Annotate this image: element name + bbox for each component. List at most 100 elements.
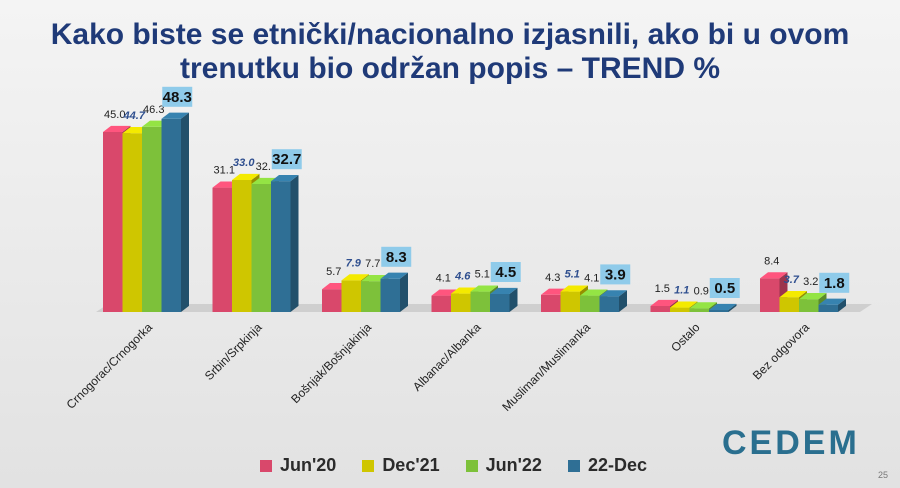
bar-top bbox=[380, 272, 408, 279]
data-label: 4.5 bbox=[495, 264, 516, 281]
data-label: 4.3 bbox=[545, 272, 560, 284]
data-label: 5.1 bbox=[475, 269, 490, 281]
category-label: Bez odgovora bbox=[750, 320, 812, 382]
legend-item: Jun'22 bbox=[465, 455, 542, 476]
category-label: Albanac/Albanka bbox=[410, 320, 484, 394]
bar-front bbox=[689, 308, 709, 312]
bar-front bbox=[760, 278, 780, 312]
legend: Jun'20 Dec'21 Jun'22 22-Dec bbox=[260, 455, 647, 476]
legend-swatch bbox=[260, 459, 272, 472]
bar-top bbox=[818, 298, 846, 305]
bar-front bbox=[361, 281, 381, 312]
bar-front bbox=[580, 295, 600, 312]
bar-top bbox=[341, 274, 369, 281]
bar-side bbox=[181, 112, 189, 313]
data-label-callout bbox=[271, 149, 302, 170]
data-label: 0.5 bbox=[714, 280, 735, 297]
bar-front bbox=[599, 296, 619, 312]
data-label: 7.9 bbox=[346, 257, 362, 269]
bar-chart: 45.044.746.348.3Crnogorac/Crnogorka31.13… bbox=[64, 86, 872, 414]
bar-front bbox=[431, 295, 451, 312]
bar-top bbox=[232, 173, 260, 180]
data-label: 0.9 bbox=[694, 285, 709, 297]
bar-front bbox=[670, 307, 690, 312]
data-label: 1.1 bbox=[674, 285, 689, 297]
bar-front bbox=[232, 180, 252, 312]
title-line-2: trenutku bio održan popis – TREND % bbox=[179, 52, 720, 85]
bar bbox=[818, 298, 846, 312]
bar-top bbox=[599, 290, 627, 297]
legend-label: Dec'21 bbox=[382, 455, 440, 475]
category-label: Bošnjak/Bošnjakinja bbox=[288, 320, 374, 406]
bar-front bbox=[251, 184, 271, 312]
bar-top bbox=[161, 112, 189, 119]
bar-top bbox=[560, 285, 588, 292]
data-label: 8.3 bbox=[386, 249, 407, 266]
bar-front bbox=[470, 291, 490, 312]
data-label-callout bbox=[819, 272, 850, 293]
bar-front bbox=[103, 132, 123, 312]
data-label-callout bbox=[162, 86, 193, 107]
data-label: 33.0 bbox=[233, 157, 255, 169]
bar-front bbox=[322, 289, 342, 312]
bar-top bbox=[709, 303, 737, 310]
category-label: Ostalo bbox=[668, 320, 703, 355]
data-label: 4.1 bbox=[584, 273, 599, 285]
data-label: 46.3 bbox=[143, 104, 164, 116]
bar-front bbox=[212, 187, 232, 312]
bar-side bbox=[619, 290, 627, 312]
legend-label: Jun'20 bbox=[280, 455, 337, 475]
data-label: 7.7 bbox=[365, 258, 380, 270]
data-label: 45.0 bbox=[104, 109, 125, 121]
legend-item: Jun'20 bbox=[260, 455, 336, 476]
data-label: 3.7 bbox=[784, 274, 800, 286]
bar-front bbox=[161, 118, 181, 312]
bar-top bbox=[271, 175, 299, 182]
bar-side bbox=[509, 287, 518, 312]
legend-label: Jun'22 bbox=[485, 455, 542, 475]
data-label: 31.1 bbox=[214, 165, 235, 177]
data-label: 32.7 bbox=[272, 151, 301, 168]
data-label-callout bbox=[381, 246, 412, 267]
bar-top bbox=[779, 291, 807, 298]
legend-item: Dec'21 bbox=[362, 455, 440, 476]
data-label: 4.1 bbox=[436, 273, 451, 285]
bar-front bbox=[779, 297, 799, 312]
data-label-callout bbox=[490, 262, 521, 282]
bar-front bbox=[818, 304, 838, 312]
bar-top bbox=[799, 293, 827, 300]
bar-top bbox=[103, 125, 131, 132]
bar-front bbox=[380, 278, 400, 312]
logo-text: CEDEM bbox=[722, 424, 860, 462]
data-label: 3.2 bbox=[803, 276, 818, 288]
bar-front bbox=[560, 291, 580, 312]
bar-top bbox=[490, 287, 518, 294]
bar bbox=[709, 303, 737, 312]
bar-top bbox=[580, 289, 608, 296]
data-label: 44.7 bbox=[123, 110, 146, 122]
bar-front bbox=[490, 294, 510, 312]
cedem-logo: CEDEM bbox=[722, 424, 860, 463]
bar-front bbox=[341, 280, 361, 312]
category-label: Srbin/Srpkinja bbox=[202, 320, 265, 383]
legend-label: 22-Dec bbox=[587, 455, 647, 475]
data-label: 1.8 bbox=[824, 275, 845, 292]
bar-front bbox=[122, 133, 142, 312]
bar-top bbox=[760, 272, 788, 279]
legend-swatch bbox=[362, 459, 375, 472]
data-label: 3.9 bbox=[605, 266, 626, 283]
bar bbox=[271, 175, 299, 312]
category-label: Musliman/Muslimanka bbox=[499, 320, 593, 414]
bar-top bbox=[650, 299, 678, 306]
bar-front bbox=[451, 293, 471, 312]
bar-front bbox=[541, 294, 561, 312]
data-label: 48.3 bbox=[163, 89, 192, 106]
bar-top bbox=[670, 301, 698, 308]
page-number: 25 bbox=[877, 470, 888, 480]
data-label: 32. bbox=[256, 161, 271, 173]
legend-item: 22-Dec bbox=[567, 455, 647, 476]
bar bbox=[599, 290, 627, 312]
data-label: 1.5 bbox=[655, 283, 670, 295]
bar-side bbox=[290, 175, 299, 312]
bar-front bbox=[799, 299, 819, 312]
